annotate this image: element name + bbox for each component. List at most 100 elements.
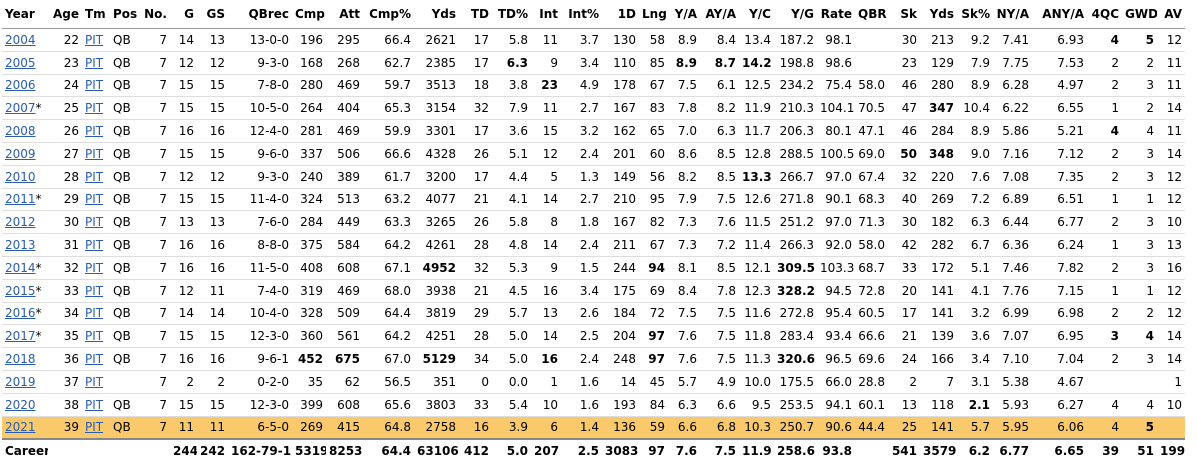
team-link[interactable]: PIT <box>85 261 103 275</box>
column-header: TD% <box>492 0 531 29</box>
stat-cell: 320.6 <box>774 348 817 371</box>
year-link[interactable]: 2004 <box>5 33 36 47</box>
stat-cell: 4.67 <box>1032 370 1087 393</box>
team-link[interactable]: PIT <box>85 352 103 366</box>
team-link[interactable]: PIT <box>85 306 103 320</box>
team-link[interactable]: PIT <box>85 170 103 184</box>
stat-cell: 193 <box>602 393 639 416</box>
stat-cell: PIT <box>82 302 110 325</box>
column-header: QBR <box>855 0 888 29</box>
stat-cell: 2.7 <box>561 97 602 120</box>
career-cell: 6.77 <box>993 439 1032 462</box>
stat-cell: 56.5 <box>363 370 414 393</box>
stat-cell: QB <box>110 74 139 97</box>
team-link[interactable]: PIT <box>85 124 103 138</box>
team-link[interactable]: PIT <box>85 375 103 389</box>
stat-cell: 14 <box>1157 325 1185 348</box>
column-header: Int <box>531 0 561 29</box>
leader-value: 5 <box>1146 420 1154 434</box>
team-link[interactable]: PIT <box>85 78 103 92</box>
stat-cell: 17 <box>459 29 492 52</box>
career-cell: 8253 <box>326 439 363 462</box>
stat-cell: 10.3 <box>739 416 774 439</box>
stat-cell: 10.0 <box>739 370 774 393</box>
stat-cell: QB <box>110 256 139 279</box>
stat-cell: 6.98 <box>1032 302 1087 325</box>
year-link[interactable]: 2012 <box>5 215 36 229</box>
year-link[interactable]: 2010 <box>5 170 36 184</box>
year-link[interactable]: 2014 <box>5 261 36 275</box>
stat-cell: 4.1 <box>492 188 531 211</box>
team-link[interactable]: PIT <box>85 398 103 412</box>
stat-cell: 5.3 <box>492 256 531 279</box>
stat-cell: QB <box>110 188 139 211</box>
year-link[interactable]: 2009 <box>5 147 36 161</box>
stat-cell: 5.7 <box>668 370 700 393</box>
team-link[interactable]: PIT <box>85 192 103 206</box>
stat-cell: 347 <box>920 97 957 120</box>
year-link[interactable]: 2007 <box>5 101 36 115</box>
leader-value: 675 <box>335 352 360 366</box>
stat-cell: 11.6 <box>739 302 774 325</box>
team-link[interactable]: PIT <box>85 33 103 47</box>
stat-cell: 452 <box>292 348 326 371</box>
career-cell: 6.2 <box>957 439 993 462</box>
stat-cell: PIT <box>82 211 110 234</box>
year-link[interactable]: 2016 <box>5 306 36 320</box>
stat-cell: 0-2-0 <box>228 370 292 393</box>
team-link[interactable]: PIT <box>85 56 103 70</box>
stat-cell: 149 <box>602 165 639 188</box>
team-link[interactable]: PIT <box>85 215 103 229</box>
stat-cell: 1 <box>1157 370 1185 393</box>
year-cell: 2006 <box>2 74 48 97</box>
career-cell: 244 <box>170 439 197 462</box>
stat-cell: 94 <box>639 256 668 279</box>
stat-cell: 11.7 <box>739 120 774 143</box>
leader-value: 4 <box>1111 33 1119 47</box>
stat-cell: 33 <box>48 279 82 302</box>
team-link[interactable]: PIT <box>85 329 103 343</box>
year-link[interactable]: 2013 <box>5 238 36 252</box>
stat-cell: 6.3 <box>492 51 531 74</box>
stat-cell: 6.77 <box>1032 211 1087 234</box>
stat-cell: 3 <box>1122 211 1157 234</box>
team-link[interactable]: PIT <box>85 238 103 252</box>
stat-cell: 32 <box>888 165 920 188</box>
stat-cell: 70.5 <box>855 97 888 120</box>
year-link[interactable]: 2019 <box>5 375 36 389</box>
stat-cell: 4.1 <box>957 279 993 302</box>
year-link[interactable]: 2021 <box>5 420 36 434</box>
stat-cell: 6.51 <box>1032 188 1087 211</box>
stat-cell: 449 <box>326 211 363 234</box>
stat-cell: 16 <box>459 416 492 439</box>
stat-cell: 3 <box>1122 348 1157 371</box>
year-link[interactable]: 2018 <box>5 352 36 366</box>
stat-cell: 266.3 <box>774 234 817 257</box>
stat-cell: 675 <box>326 348 363 371</box>
stat-cell: 12 <box>1157 279 1185 302</box>
year-link[interactable]: 2020 <box>5 398 36 412</box>
year-link[interactable]: 2017 <box>5 329 36 343</box>
year-link[interactable]: 2011 <box>5 192 36 206</box>
column-header: Tm <box>82 0 110 29</box>
team-link[interactable]: PIT <box>85 101 103 115</box>
stat-cell: 6.28 <box>993 74 1032 97</box>
year-link[interactable]: 2015 <box>5 284 36 298</box>
year-link[interactable]: 2006 <box>5 78 36 92</box>
team-link[interactable]: PIT <box>85 284 103 298</box>
stat-cell: 27 <box>48 142 82 165</box>
stat-cell: 4 <box>1087 416 1122 439</box>
stat-cell: 2.1 <box>957 393 993 416</box>
stat-cell: 3265 <box>414 211 459 234</box>
career-cell: 162-79-1 <box>228 439 292 462</box>
stat-cell: 7.76 <box>993 279 1032 302</box>
team-link[interactable]: PIT <box>85 420 103 434</box>
team-link[interactable]: PIT <box>85 147 103 161</box>
stat-cell: 7 <box>139 211 170 234</box>
stat-cell: 136 <box>602 416 639 439</box>
year-link[interactable]: 2005 <box>5 56 36 70</box>
column-header: 1D <box>602 0 639 29</box>
year-link[interactable]: 2008 <box>5 124 36 138</box>
